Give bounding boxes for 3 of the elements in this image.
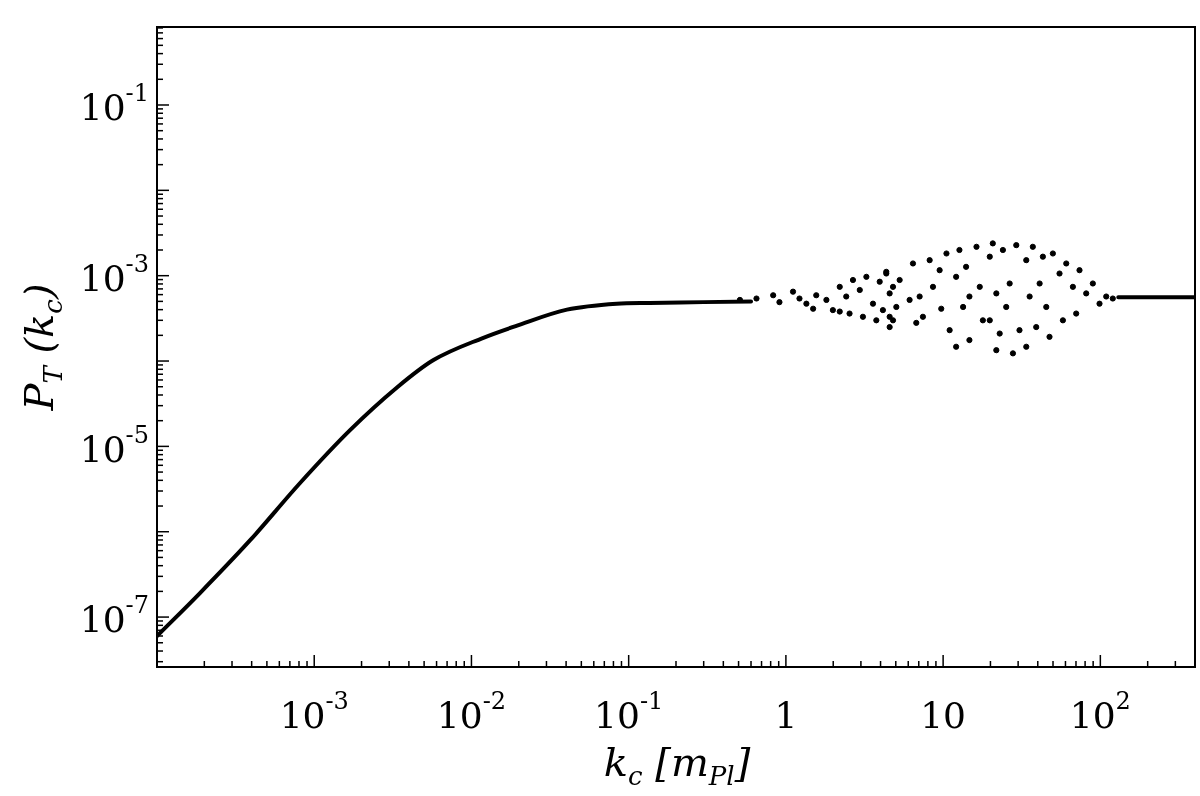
x-tick-label: 1 [774,695,798,737]
x-tick-label: 10 [920,695,967,737]
x-axis-title: k$_{c}$ [m$_{Pl}$] [603,739,751,791]
